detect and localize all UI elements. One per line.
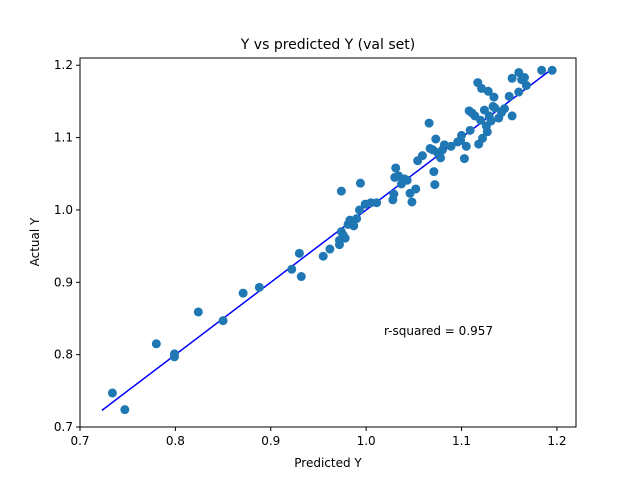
data-point [547, 65, 557, 75]
y-tick-label: 1.2 [54, 58, 73, 72]
data-point [417, 151, 427, 161]
data-point [429, 167, 439, 177]
x-tick-label: 0.8 [166, 434, 185, 448]
x-tick-label: 0.9 [261, 434, 280, 448]
data-point [436, 153, 446, 163]
data-point [507, 73, 517, 83]
data-point [457, 130, 467, 140]
data-point [483, 86, 493, 96]
data-point [340, 233, 350, 243]
data-point [499, 104, 509, 114]
data-point [411, 184, 421, 194]
data-point [537, 65, 547, 75]
data-point [476, 115, 486, 125]
data-points [107, 65, 557, 415]
x-tick-label: 1.0 [357, 434, 376, 448]
data-point [352, 214, 362, 224]
data-point [254, 282, 264, 292]
data-point [391, 163, 401, 173]
data-point [336, 186, 346, 196]
y-tick-label: 0.9 [54, 275, 73, 289]
data-point [461, 141, 471, 151]
y-tick-label: 1.0 [54, 203, 73, 217]
data-point [296, 272, 306, 282]
data-point [459, 154, 469, 164]
r-squared-annotation: r-squared = 0.957 [384, 324, 493, 338]
data-point [389, 189, 399, 199]
x-tick-label: 1.2 [547, 434, 566, 448]
data-point [407, 197, 417, 207]
data-point [507, 111, 517, 121]
data-point [424, 118, 434, 128]
data-point [294, 248, 304, 258]
data-point [318, 251, 328, 261]
data-point [354, 205, 364, 215]
x-tick-label: 1.1 [452, 434, 471, 448]
y-tick-label: 0.8 [54, 348, 73, 362]
plot-area-frame [79, 57, 577, 428]
y-tick-label: 0.7 [54, 420, 73, 434]
data-point [107, 388, 117, 398]
data-point [514, 87, 524, 97]
data-point [478, 133, 488, 143]
y-axis-label: Actual Y [28, 217, 42, 266]
data-point [218, 316, 228, 326]
x-tick-label: 0.7 [70, 434, 89, 448]
data-point [465, 125, 475, 135]
data-point [482, 127, 492, 137]
data-point [519, 73, 529, 83]
data-point [372, 198, 382, 208]
data-point [504, 91, 514, 101]
data-point [349, 221, 359, 231]
data-point [489, 92, 499, 102]
data-point [287, 264, 297, 274]
data-point [151, 339, 161, 349]
chart-title: Y vs predicted Y (val set) [240, 37, 415, 53]
data-point [169, 349, 179, 359]
data-point [431, 134, 441, 144]
data-point [430, 180, 440, 190]
data-point [238, 288, 248, 298]
data-point [355, 178, 365, 188]
data-point [490, 103, 500, 113]
y-tick-label: 1.1 [54, 131, 73, 145]
data-point [486, 116, 496, 126]
x-axis-label: Predicted Y [294, 456, 362, 470]
data-point [193, 307, 203, 317]
data-point [521, 80, 531, 90]
axis-ticks: 0.7 0.8 0.9 1.0 1.1 1.2 0.7 0.8 0.9 1.0 1.1 1.2 [54, 58, 567, 448]
data-point [120, 405, 130, 415]
data-point [402, 175, 412, 185]
data-point [446, 141, 456, 151]
data-point [325, 244, 335, 254]
